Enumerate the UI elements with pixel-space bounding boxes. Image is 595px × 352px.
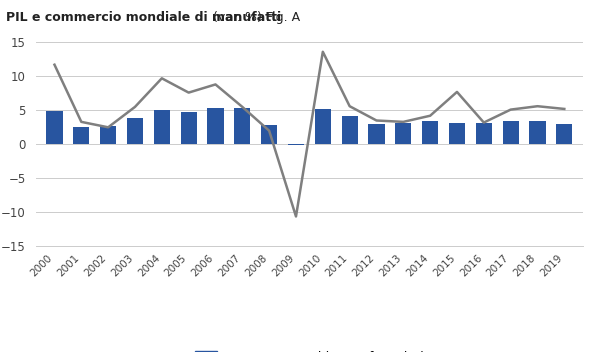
Text: (var. %) Fig. A: (var. %) Fig. A [209, 11, 300, 24]
Bar [127, 119, 143, 144]
Bar [208, 108, 224, 144]
Bar [368, 124, 384, 144]
Bar [503, 120, 519, 144]
Text: PIL e commercio mondiale di manufatti: PIL e commercio mondiale di manufatti [6, 11, 281, 24]
Bar [288, 144, 304, 145]
Bar [261, 125, 277, 144]
Bar [395, 122, 411, 144]
Bar [476, 123, 492, 144]
Bar [449, 123, 465, 144]
Legend: PIL, Scambi manufatturieri: PIL, Scambi manufatturieri [195, 351, 424, 352]
Bar [73, 127, 89, 144]
Bar [100, 126, 116, 144]
Bar [342, 116, 358, 144]
Bar [46, 111, 62, 144]
Bar [315, 109, 331, 144]
Bar [234, 108, 250, 144]
Bar [556, 124, 572, 144]
Bar [530, 121, 546, 144]
Bar [154, 109, 170, 144]
Bar [181, 112, 197, 144]
Bar [422, 121, 438, 144]
